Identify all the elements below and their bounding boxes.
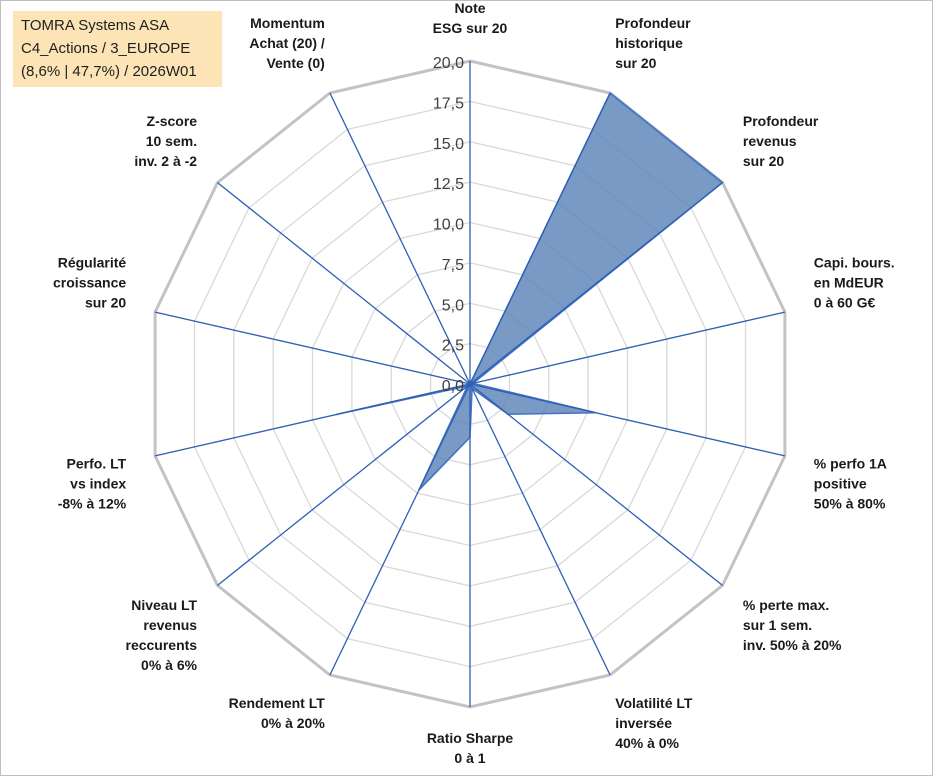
- axis-label-line: Momentum: [250, 15, 325, 31]
- axis-spoke: [217, 182, 471, 385]
- axis-label: Volatilité LT inversée 40% à 0%: [615, 695, 693, 751]
- axis-spoke: [154, 383, 471, 457]
- axis-label-line: 0 à 1: [454, 750, 485, 766]
- axis-spoke: [329, 383, 471, 676]
- axis-label-line: Achat (20) /: [249, 35, 325, 51]
- axis-label-line: historique: [615, 35, 683, 51]
- axis-label-line: sur 1 sem.: [743, 617, 812, 633]
- chart-title-box: TOMRA Systems ASA C4_Actions / 3_EUROPE …: [13, 11, 222, 87]
- axis-label-line: % perfo 1A: [814, 456, 887, 472]
- axis-label-line: Profondeur: [615, 15, 691, 31]
- axis-label-line: -8% à 12%: [58, 496, 127, 512]
- axis-label-line: ESG sur 20: [433, 20, 508, 36]
- axis-label: Rendement LT 0% à 20%: [229, 695, 326, 731]
- axis-label-line: Volatilité LT: [615, 695, 693, 711]
- tick-label: 20,0: [433, 55, 464, 72]
- axis-spoke: [469, 92, 611, 385]
- category-path: C4_Actions / 3_EUROPE: [21, 40, 191, 57]
- axis-spoke: [154, 311, 471, 385]
- axis-label-line: Régularité: [58, 255, 127, 271]
- axis-label-line: Vente (0): [266, 55, 324, 71]
- axis-label-line: 50% à 80%: [814, 496, 886, 512]
- axis-label-line: vs index: [70, 476, 126, 492]
- axis-label: Régularité croissance sur 20: [53, 255, 126, 311]
- axis-label-line: Capi. bours.: [814, 255, 895, 271]
- axis-label-line: inv. 50% à 20%: [743, 637, 842, 653]
- axis-label-line: sur 20: [85, 295, 126, 311]
- period-info: (8,6% | 47,7%) / 2026W01: [21, 63, 197, 80]
- axis-label-line: inv. 2 à -2: [134, 153, 197, 169]
- series-area: [335, 92, 724, 491]
- axis-label: % perfo 1A positive 50% à 80%: [814, 456, 887, 512]
- company-name: TOMRA Systems ASA: [21, 17, 170, 34]
- axis-label: Perfo. LT vs index -8% à 12%: [58, 456, 127, 512]
- axis-label-line: Z-score: [147, 113, 198, 129]
- axis-label: Profondeur historique sur 20: [615, 15, 691, 71]
- tick-label: 17,5: [433, 95, 464, 112]
- tick-label: 7,5: [442, 257, 464, 274]
- axis-label-line: sur 20: [743, 153, 784, 169]
- axis-spoke: [217, 383, 471, 586]
- axis-label-line: en MdEUR: [814, 275, 884, 291]
- axis-label-line: sur 20: [615, 55, 656, 71]
- axis-spoke: [469, 383, 611, 676]
- tick-label: 5,0: [442, 297, 464, 314]
- axis-label-line: revenus: [743, 133, 797, 149]
- axis-label-line: Note: [454, 1, 485, 16]
- axis-label: Z-score 10 sem. inv. 2 à -2: [134, 113, 197, 169]
- axis-label-line: 40% à 0%: [615, 735, 679, 751]
- axis-label-line: inversée: [615, 715, 672, 731]
- axis-spoke: [469, 182, 723, 385]
- axis-spoke: [469, 383, 723, 586]
- tick-label: 12,5: [433, 176, 464, 193]
- tick-label: 10,0: [433, 217, 464, 234]
- axis-label-line: revenus: [143, 617, 197, 633]
- axis-label-line: % perte max.: [743, 597, 829, 613]
- axis-label: Niveau LT revenus reccurents 0% à 6%: [126, 597, 198, 673]
- axis-label-line: Niveau LT: [131, 597, 197, 613]
- axis-label: Capi. bours. en MdEUR 0 à 60 G€: [814, 255, 895, 311]
- axis-label-line: Ratio Sharpe: [427, 730, 514, 746]
- axis-label-line: 10 sem.: [146, 133, 197, 149]
- axis-label: % perte max. sur 1 sem. inv. 50% à 20%: [743, 597, 842, 653]
- axis-label-line: reccurents: [126, 637, 198, 653]
- tick-label: 2,5: [442, 338, 464, 355]
- axis-spoke: [469, 311, 786, 385]
- tick-label: 15,0: [433, 136, 464, 153]
- axis-spoke: [329, 92, 471, 385]
- axis-label-line: croissance: [53, 275, 126, 291]
- axis-label-line: Profondeur: [743, 113, 819, 129]
- axis-label-line: 0% à 20%: [261, 715, 325, 731]
- axis-label-line: positive: [814, 476, 867, 492]
- tick-label: 0,0: [442, 378, 464, 395]
- axis-label: Note ESG sur 20: [433, 1, 508, 36]
- axis-label-line: Perfo. LT: [67, 456, 127, 472]
- axis-label-line: Rendement LT: [229, 695, 326, 711]
- axis-label-line: 0% à 6%: [141, 657, 198, 673]
- axis-label: Profondeur revenus sur 20: [743, 113, 819, 169]
- axis-label: Momentum Achat (20) / Vente (0): [249, 15, 325, 71]
- axis-label-line: 0 à 60 G€: [814, 295, 876, 311]
- axis-spoke: [469, 383, 786, 457]
- axis-label: Ratio Sharpe 0 à 1: [427, 730, 514, 766]
